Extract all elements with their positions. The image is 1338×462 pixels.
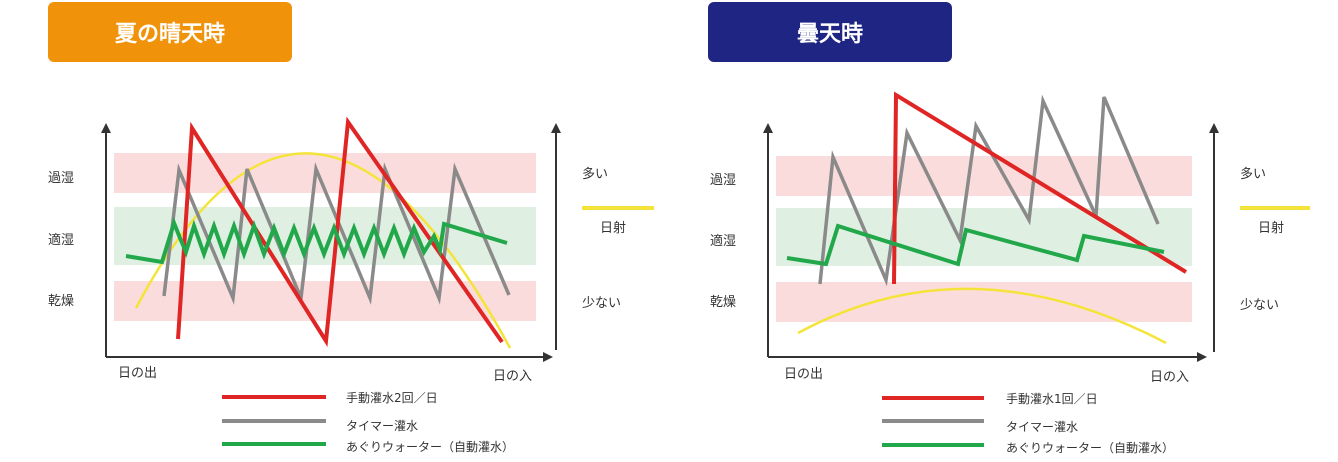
panel-title-cloudy: 曇天時	[708, 2, 952, 62]
legend-label-auto: あぐりウォーター（自動灌水）	[1006, 441, 1174, 455]
auto-irrigation-line	[786, 223, 1165, 267]
timer-irrigation-line	[818, 94, 1160, 287]
sunlight-low-label: 少ない	[1240, 298, 1279, 313]
sunlight-legend-label: 日射	[600, 220, 626, 236]
legend-label-manual: 手動灌水2回／日	[346, 391, 438, 405]
sunlight-high-label: 多い	[1240, 166, 1266, 182]
panel-cloudy: 過湿 適湿 乾燥 日の出 日の入 多い 日射 少ない 手動灌水1回／日 タイマー…	[710, 91, 1310, 455]
sunlight-curve	[797, 287, 1167, 345]
auto-irrigation-line	[125, 216, 508, 265]
sunlight-low-label: 少ない	[582, 296, 621, 311]
zone-label-dry: 乾燥	[710, 295, 736, 310]
time-end-label: 日の入	[493, 369, 532, 384]
timer-irrigation-line	[162, 162, 511, 305]
sunlight-legend-label: 日射	[1258, 220, 1284, 236]
zone-optimal-band	[776, 208, 1192, 266]
time-start-label: 日の出	[118, 366, 157, 381]
legend-label-auto: あぐりウォーター（自動灌水）	[346, 440, 514, 454]
zone-label-optimal: 適湿	[710, 233, 736, 249]
legend-sunny: 手動灌水2回／日 タイマー灌水 あぐりウォーター（自動灌水）	[222, 391, 514, 454]
panel-sunny: 過湿 適湿 乾燥 日の出 日の入 多い 日射 少ない 手動灌水2回／日 タイマー…	[48, 116, 654, 454]
legend-label-manual: 手動灌水1回／日	[1006, 392, 1098, 406]
legend-label-timer: タイマー灌水	[1006, 420, 1078, 434]
zone-wet-band	[776, 156, 1192, 196]
zone-label-dry: 乾燥	[48, 294, 74, 309]
panel-title-sunny: 夏の晴天時	[48, 2, 292, 62]
manual-irrigation-line	[892, 91, 1188, 285]
zone-label-wet: 過湿	[48, 171, 74, 186]
sunlight-high-label: 多い	[582, 166, 608, 182]
time-end-label: 日の入	[1150, 370, 1189, 385]
zone-dry-band	[776, 282, 1192, 322]
legend-cloudy: 手動灌水1回／日 タイマー灌水 あぐりウォーター（自動灌水）	[882, 392, 1174, 455]
time-start-label: 日の出	[784, 367, 823, 382]
legend-label-timer: タイマー灌水	[346, 419, 418, 433]
zone-label-wet: 過湿	[710, 173, 736, 188]
manual-irrigation-line	[176, 116, 504, 347]
zone-label-optimal: 適湿	[48, 232, 74, 248]
